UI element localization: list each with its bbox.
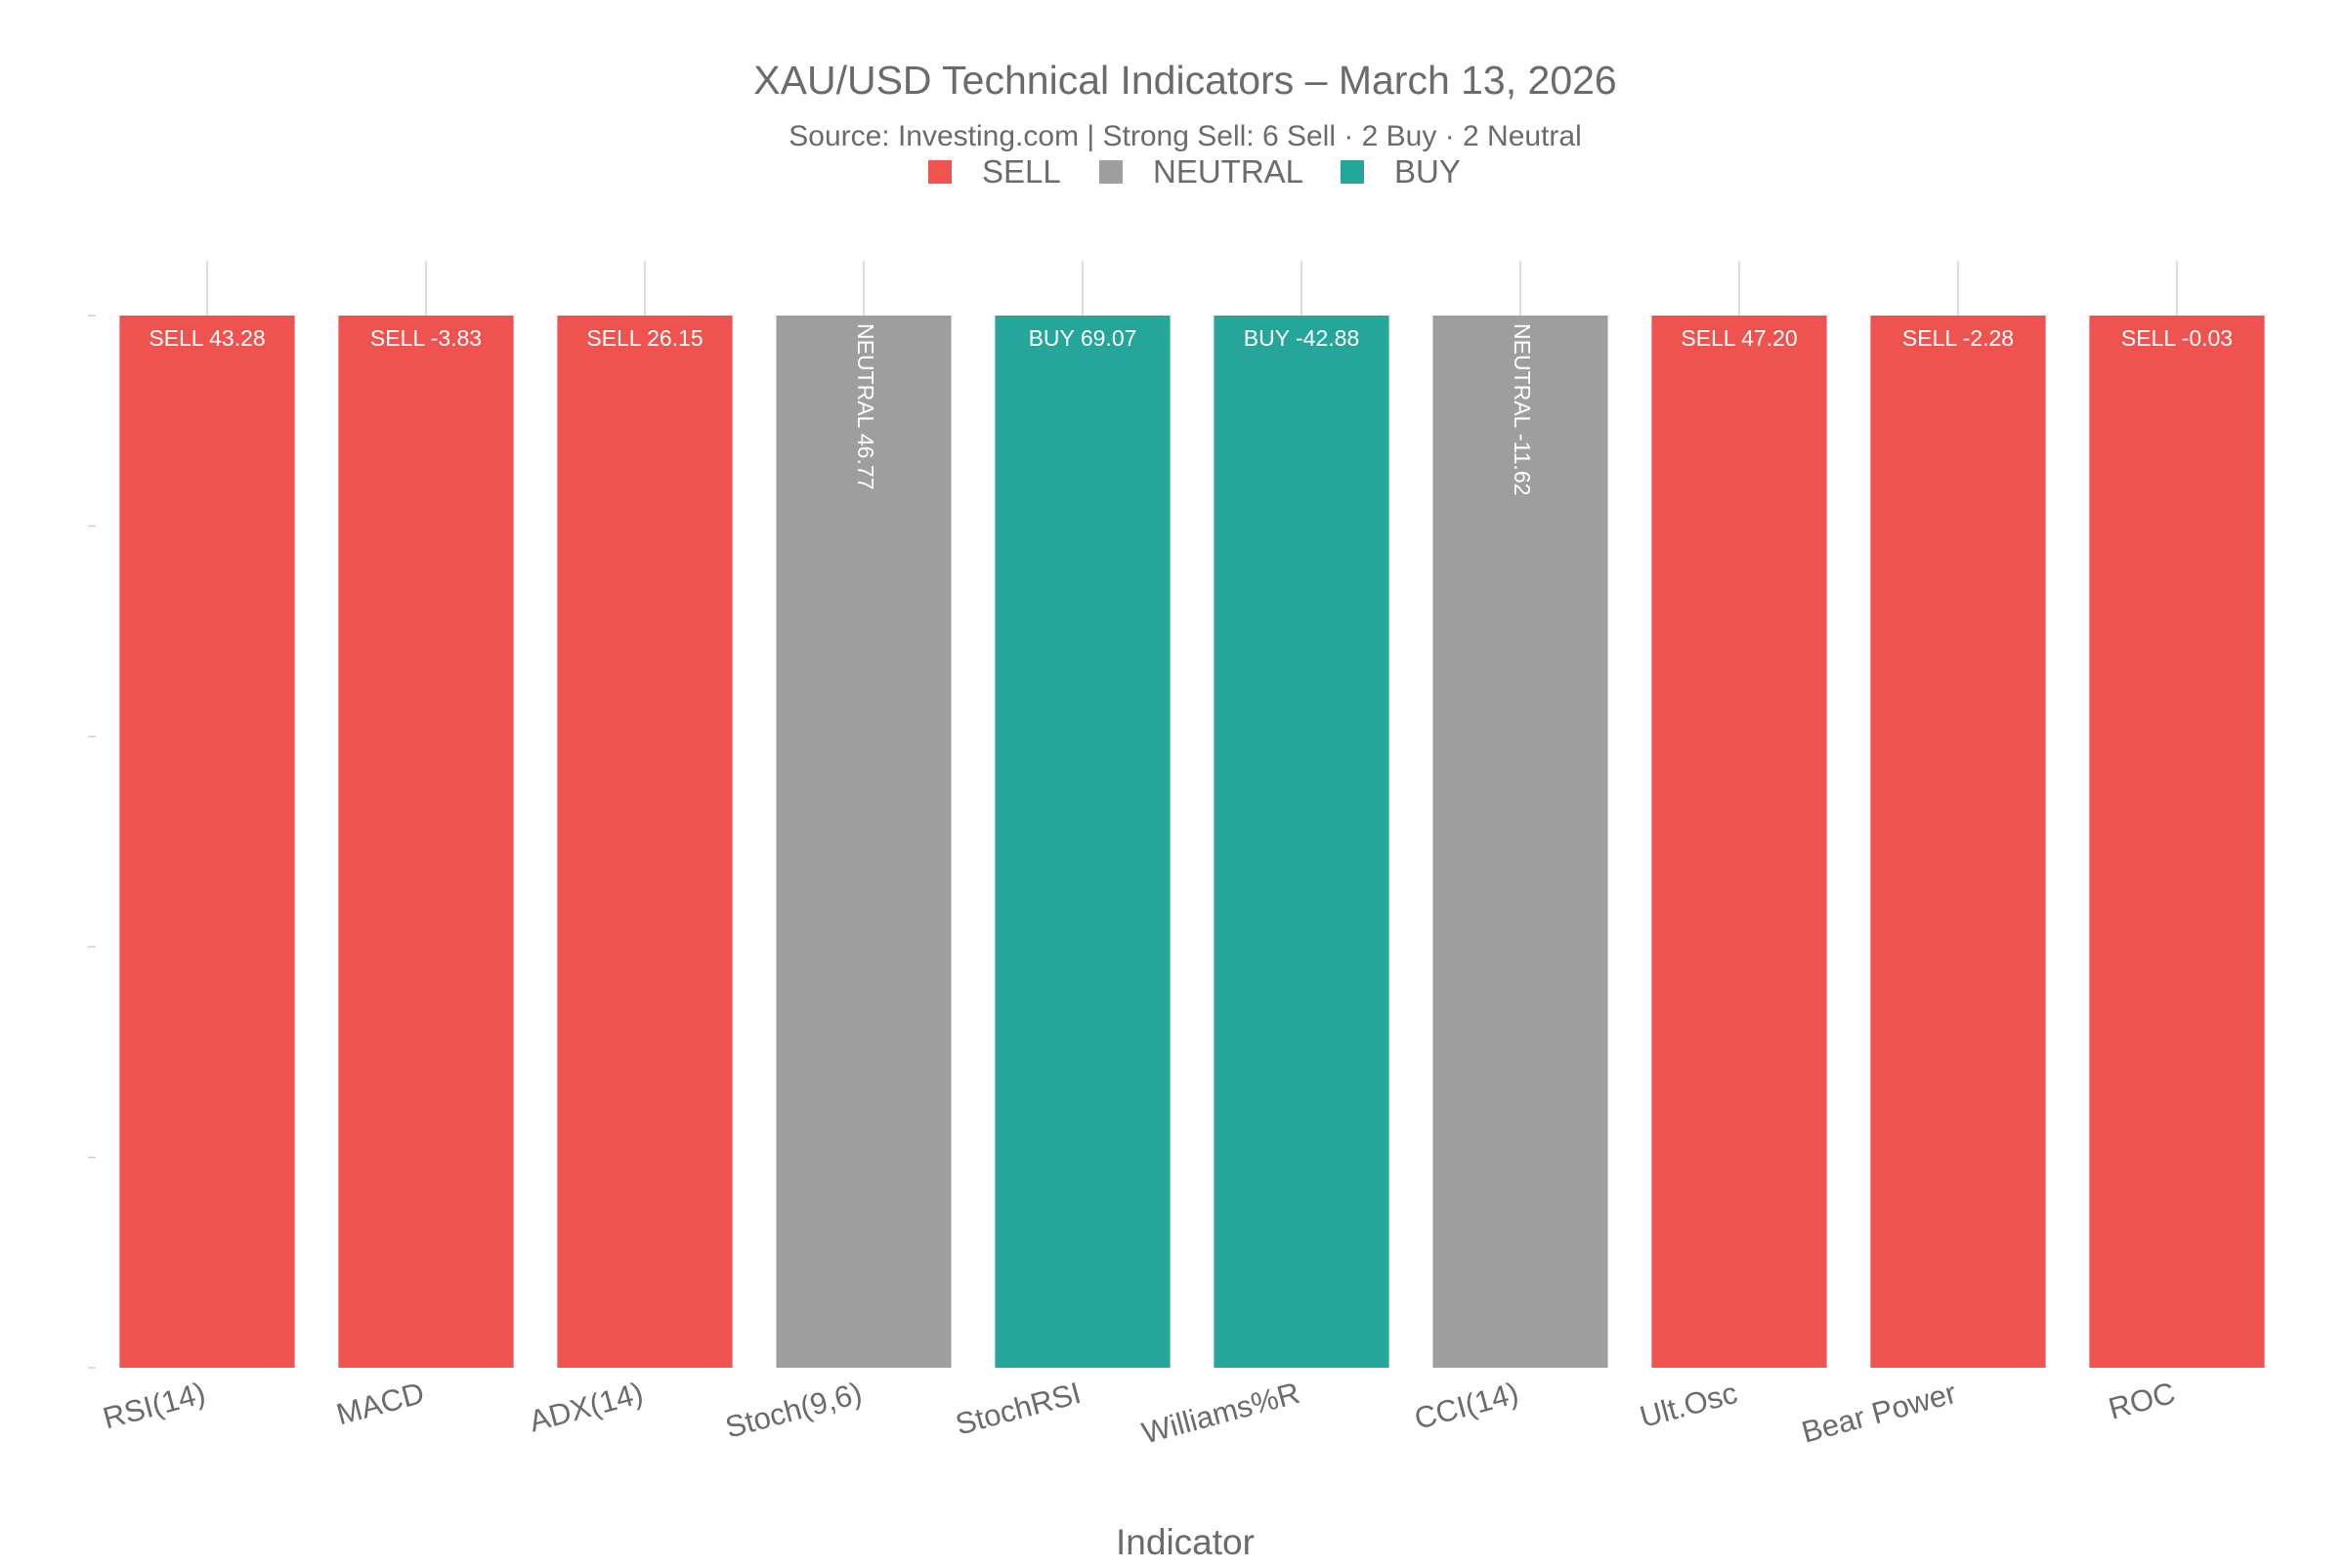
- bar-labels: SELL 43.28 SELL -3.83 SELL 26.15 NEUTRAL 46…: [149, 323, 2233, 495]
- x-tick-label: Ult.Osc: [1637, 1376, 1741, 1434]
- bar-bear-power: [1870, 316, 2046, 1368]
- x-tick-label: Stoch(9,6): [722, 1376, 866, 1445]
- bar-adx-14-: [557, 316, 733, 1368]
- bar-label: BUY -42.88: [1244, 325, 1359, 351]
- chart-title: XAU/USD Technical Indicators – March 13,…: [753, 58, 1616, 103]
- legend-label-neutral: NEUTRAL: [1153, 153, 1303, 190]
- bar-label: SELL 26.15: [586, 325, 703, 351]
- bar-stoch-9-6-: [776, 316, 952, 1368]
- legend-swatch-neutral: [1099, 160, 1123, 184]
- x-axis-tick-labels: RSI(14) MACD ADX(14) Stoch(9,6) StochRSI Will…: [100, 1376, 2179, 1451]
- bar-williams-r: [1214, 316, 1389, 1368]
- bar-label: NEUTRAL 46.77: [853, 323, 878, 489]
- x-tick-label: StochRSI: [952, 1376, 1085, 1442]
- bar-label: NEUTRAL -11.62: [1510, 323, 1535, 495]
- x-tick-label: CCI(14): [1411, 1376, 1522, 1436]
- bar-macd: [338, 316, 514, 1368]
- bar-ult-osc: [1651, 316, 1827, 1368]
- bar-label: BUY 69.07: [1029, 325, 1137, 351]
- bars: [119, 316, 2265, 1368]
- x-tick-label: Williams%R: [1138, 1376, 1303, 1451]
- y-axis-ticks: [88, 315, 96, 1369]
- bar-label: SELL -0.03: [2121, 325, 2233, 351]
- bar-cci-14-: [1432, 316, 1608, 1368]
- bar-label: SELL 43.28: [149, 325, 265, 351]
- legend-swatch-sell: [928, 160, 952, 184]
- x-tick-label: ADX(14): [526, 1376, 647, 1439]
- legend-swatch-buy: [1341, 160, 1364, 184]
- bar-stochrsi: [995, 316, 1171, 1368]
- x-tick-label: RSI(14): [100, 1376, 209, 1435]
- bar-label: SELL -3.83: [370, 325, 482, 351]
- x-tick-label: ROC: [2105, 1376, 2179, 1426]
- bar-label: SELL 47.20: [1681, 325, 1797, 351]
- legend: SELL NEUTRAL BUY: [928, 153, 1461, 190]
- bar-label: SELL -2.28: [1902, 325, 2014, 351]
- legend-label-buy: BUY: [1394, 153, 1461, 190]
- legend-label-sell: SELL: [982, 153, 1061, 190]
- chart-subtitle: Source: Investing.com | Strong Sell: 6 S…: [789, 120, 1582, 152]
- bar-roc: [2089, 316, 2265, 1368]
- x-axis-title: Indicator: [1116, 1522, 1255, 1562]
- x-tick-label: MACD: [333, 1376, 428, 1431]
- bar-rsi-14-: [119, 316, 295, 1368]
- x-tick-label: Bear Power: [1798, 1376, 1960, 1450]
